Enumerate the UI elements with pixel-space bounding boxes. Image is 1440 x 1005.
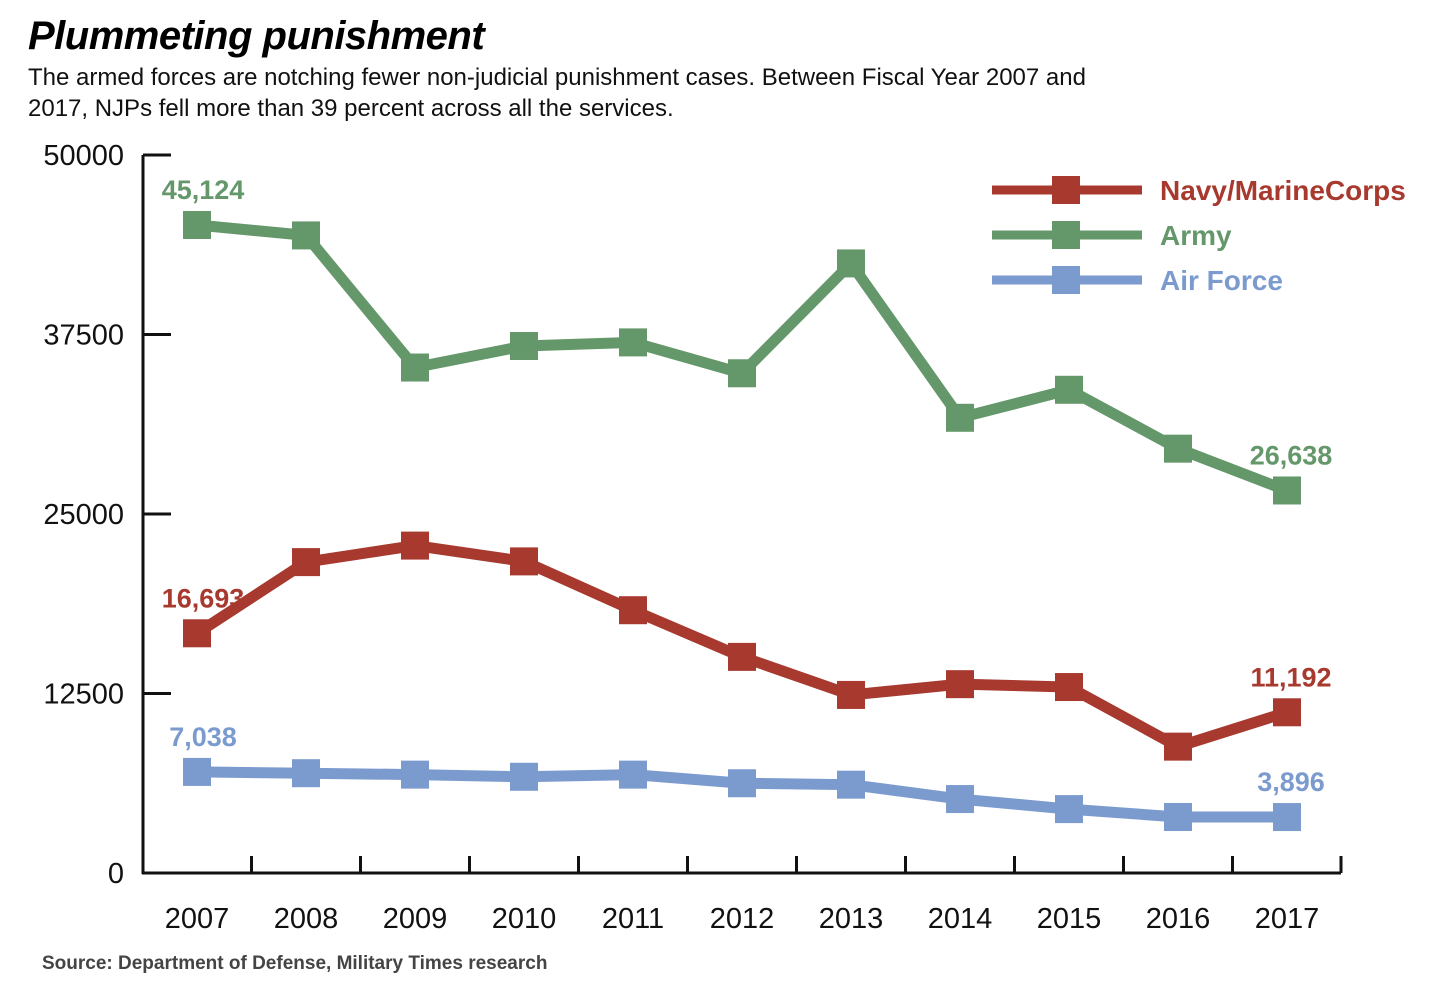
data-point-marker: [1055, 673, 1083, 702]
data-point-marker: [837, 770, 865, 799]
data-point-marker: [401, 760, 429, 789]
y-tick-label: 25000: [43, 499, 124, 531]
data-point-marker: [619, 328, 647, 357]
data-point-marker: [183, 619, 211, 648]
y-tick-label: 50000: [43, 140, 124, 172]
data-point-marker: [183, 757, 211, 786]
series-army: 45,124 26,638: [162, 175, 1333, 505]
y-tick-label: 12500: [43, 679, 124, 711]
data-point-marker: [292, 759, 320, 788]
legend-label: Navy/MarineCorps: [1160, 175, 1406, 206]
data-point-marker: [1273, 476, 1301, 505]
legend-swatch-marker: [1052, 176, 1080, 204]
data-point-marker: [1164, 802, 1192, 831]
data-point-marker: [946, 403, 974, 432]
data-point-marker: [837, 249, 865, 278]
legend-swatch-marker: [1052, 221, 1080, 249]
data-point-marker: [728, 642, 756, 671]
axes: 0 12500 25000 37500 50000 2007 2008 2009 2010 201…: [43, 140, 1343, 935]
data-label: 26,638: [1250, 440, 1333, 470]
data-point-marker: [1055, 795, 1083, 824]
data-point-marker: [1164, 732, 1192, 761]
legend-item: Army: [992, 220, 1232, 251]
x-tick-label: 2015: [1037, 903, 1102, 935]
legend-label: Air Force: [1160, 265, 1283, 296]
x-tick-label: 2007: [165, 903, 230, 935]
x-tick-label: 2012: [710, 903, 775, 935]
data-point-marker: [946, 670, 974, 699]
data-point-marker: [1055, 375, 1083, 404]
data-point-marker: [728, 769, 756, 798]
chart-subtitle: The armed forces are notching fewer non-…: [28, 64, 1086, 122]
x-tick-label: 2008: [274, 903, 339, 935]
y-tick-label: 37500: [43, 320, 124, 352]
legend-label: Army: [1160, 220, 1232, 251]
data-point-marker: [619, 596, 647, 625]
x-tick-label: 2009: [383, 903, 448, 935]
x-tick-label: 2014: [928, 903, 993, 935]
data-label: 3,896: [1257, 767, 1325, 797]
data-point-marker: [510, 547, 538, 576]
chart-title: Plummeting punishment: [28, 14, 485, 58]
legend-swatch-marker: [1052, 266, 1080, 294]
data-label: 45,124: [162, 175, 245, 205]
data-point-marker: [728, 359, 756, 388]
source-note: Source: Department of Defense, Military …: [42, 953, 548, 974]
data-point-marker: [946, 785, 974, 814]
x-tick-label: 2010: [492, 903, 557, 935]
data-label: 11,192: [1250, 662, 1331, 692]
data-point-marker: [1164, 434, 1192, 463]
data-point-marker: [183, 211, 211, 240]
data-label: 16,693: [162, 583, 245, 613]
series-layer: 16,693 11,192 45,124 26,638 7,038 3,896: [162, 175, 1333, 832]
series-navy-marinecorps: 16,693 11,192: [162, 531, 1332, 761]
x-tick-label: 2013: [819, 903, 884, 935]
series-air-force: 7,038 3,896: [169, 722, 1325, 832]
data-point-marker: [292, 548, 320, 577]
data-point-marker: [1273, 698, 1301, 727]
legend-item: Navy/MarineCorps: [992, 175, 1406, 206]
data-point-marker: [292, 221, 320, 250]
data-point-marker: [510, 331, 538, 360]
series-line: [196, 219, 1289, 496]
data-point-marker: [619, 760, 647, 789]
x-tick-label: 2011: [602, 903, 664, 935]
y-tick-label: 0: [108, 858, 124, 890]
legend-item: Air Force: [992, 265, 1283, 296]
data-label: 7,038: [169, 722, 237, 752]
data-point-marker: [401, 531, 429, 560]
data-point-marker: [1273, 803, 1301, 832]
x-tick-label: 2016: [1146, 903, 1211, 935]
x-tick-label: 2017: [1255, 903, 1320, 935]
data-point-marker: [401, 353, 429, 382]
data-point-marker: [510, 762, 538, 791]
legend: Navy/MarineCorps Army Air Force: [992, 175, 1406, 296]
data-point-marker: [837, 680, 865, 709]
